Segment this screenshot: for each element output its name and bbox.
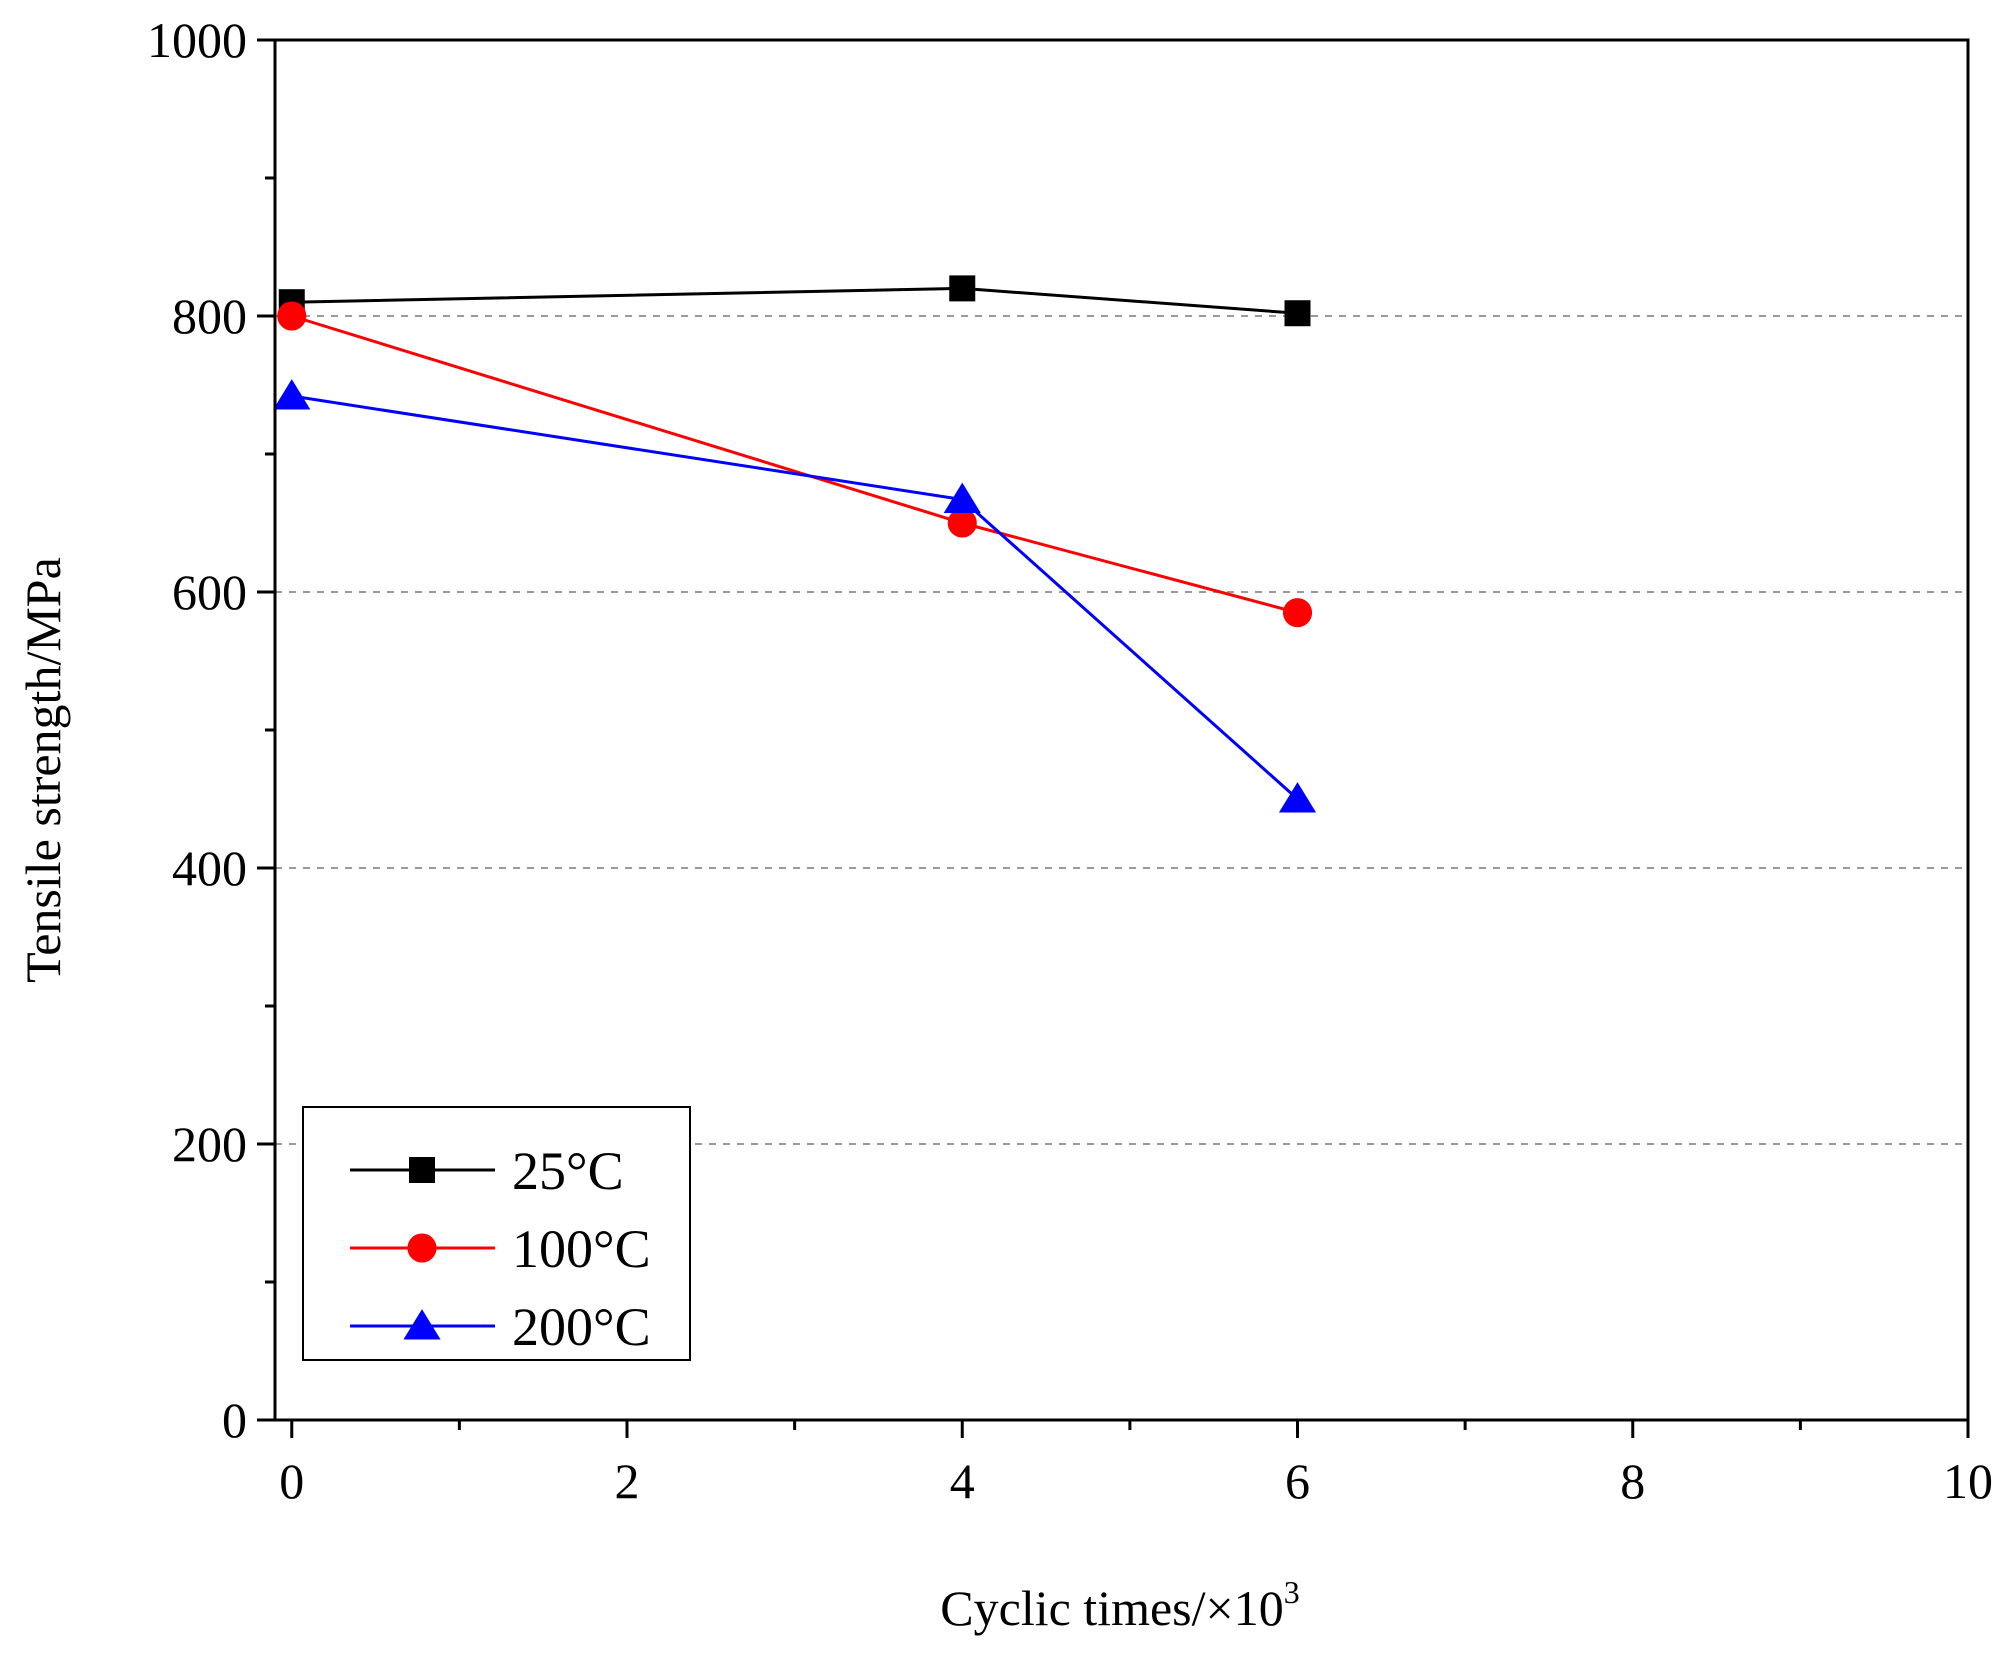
x-axis-title-text: Cyclic times/×10 [940, 1580, 1283, 1636]
series-2 [273, 379, 1317, 813]
axis-ticks: 0 200 400 600 800 1000 0 2 4 6 8 10 [147, 12, 1993, 1509]
x-tick-label-10: 10 [1943, 1453, 1993, 1509]
series-layer [273, 275, 1317, 813]
legend-marker-1 [407, 1233, 437, 1263]
legend-box [302, 1106, 691, 1361]
series-2-point-2 [1278, 782, 1317, 813]
x-tick-label-4: 4 [950, 1453, 975, 1509]
legend-label-0: 25°C [512, 1141, 624, 1201]
x-tick-label-2: 2 [615, 1453, 640, 1509]
series-1-point-2 [1282, 598, 1313, 628]
legend-label-2: 200°C [512, 1297, 651, 1357]
series-0 [278, 275, 1311, 327]
series-0-point-2 [1284, 300, 1311, 327]
legend: 25°C 100°C 200°C [302, 1106, 691, 1361]
y-tick-label-1000: 1000 [147, 12, 247, 68]
legend-entry-0: 25°C [350, 1141, 624, 1201]
legend-label-1: 100°C [512, 1219, 651, 1279]
series-2-point-1 [943, 482, 981, 514]
legend-marker-2 [403, 1309, 441, 1340]
series-line-0 [291, 286, 1298, 315]
x-tick-label-8: 8 [1620, 1453, 1645, 1509]
grid-lines [275, 315, 1968, 1145]
y-tick-label-800: 800 [172, 288, 247, 344]
series-line-2 [291, 394, 1299, 801]
y-tick-label-400: 400 [172, 840, 247, 896]
legend-marker-0 [409, 1157, 435, 1183]
y-tick-label-0: 0 [222, 1392, 247, 1448]
x-axis-title: Cyclic times/×103 [940, 1574, 1299, 1636]
series-2-point-0 [273, 379, 311, 410]
x-tick-label-6: 6 [1285, 1453, 1310, 1509]
legend-entry-1: 100°C [350, 1219, 651, 1279]
series-1 [277, 301, 1313, 628]
series-line-1 [291, 314, 1298, 615]
legend-entry-2: 200°C [350, 1297, 651, 1357]
series-1-point-0 [277, 301, 307, 331]
series-1-point-1 [947, 508, 977, 538]
y-axis-title: Tensile strength/MPa [15, 557, 71, 983]
y-tick-label-200: 200 [172, 1116, 247, 1172]
x-tick-label-0: 0 [279, 1453, 304, 1509]
y-tick-label-600: 600 [172, 564, 247, 620]
x-axis-title-superscript: 3 [1284, 1574, 1300, 1610]
series-0-point-1 [949, 275, 976, 302]
